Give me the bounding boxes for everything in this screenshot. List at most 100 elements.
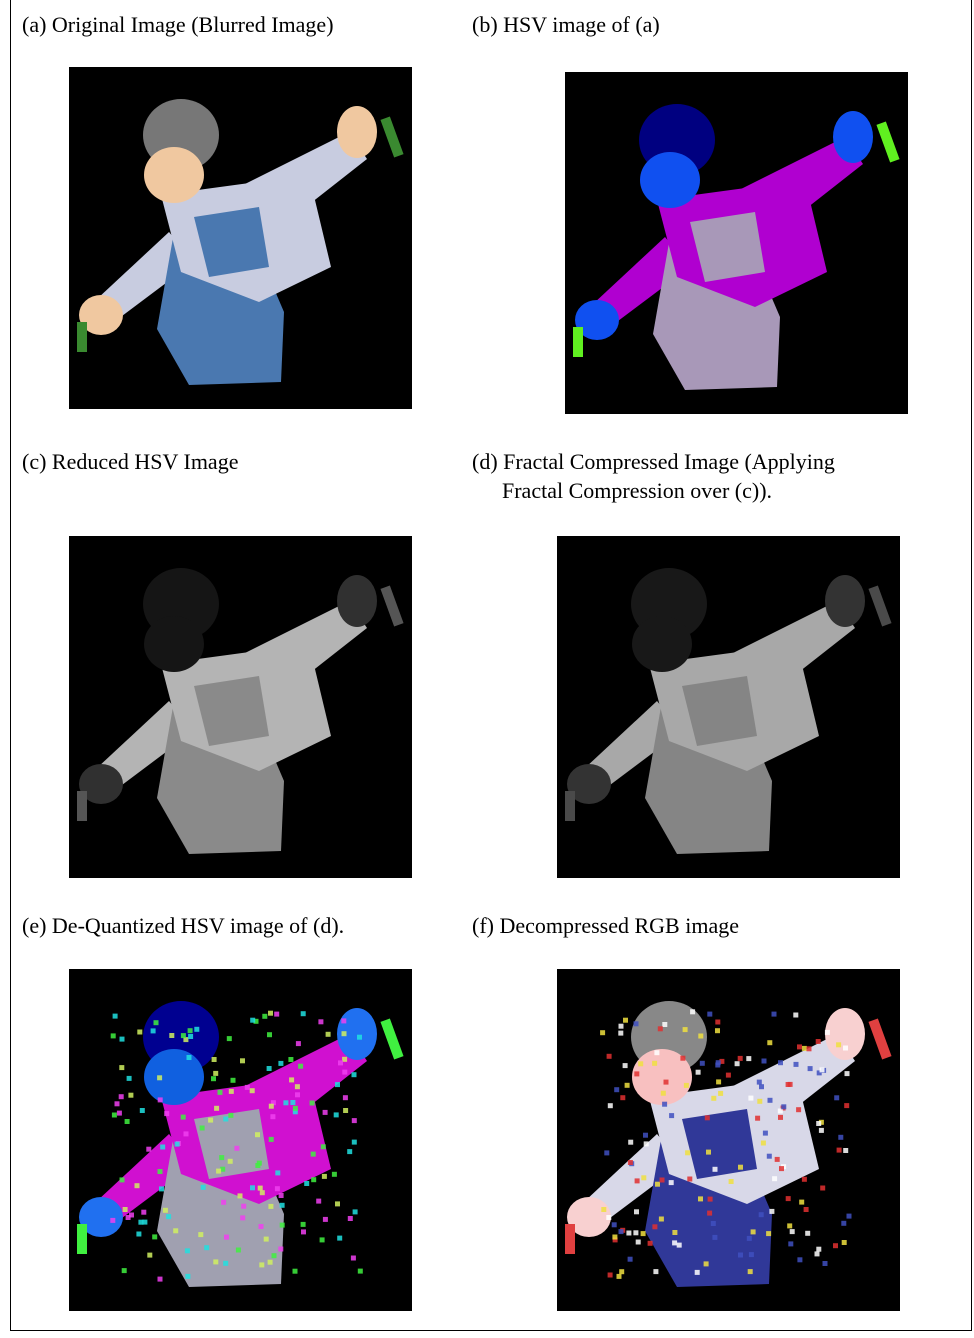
noise-pixel [797,1044,802,1049]
noise-pixel [816,1039,821,1044]
noise-pixel [608,1273,613,1278]
noise-pixel [158,1277,163,1282]
noise-pixel [188,1034,193,1039]
noise-pixel [600,1030,605,1035]
noise-pixel [164,1111,169,1116]
noise-pixel [738,1056,743,1061]
noise-pixel [766,1231,771,1236]
noise-pixel [796,1107,801,1112]
noise-pixel [761,1141,766,1146]
noise-pixel [680,1056,685,1061]
face [144,616,204,672]
noise-pixel [718,1091,723,1096]
noise-pixel [660,1178,665,1183]
noise-pixel [352,1140,357,1145]
noise-pixel [270,1114,275,1119]
noise-pixel [847,1214,852,1219]
noise-pixel [816,1247,821,1252]
noise-pixel [260,1190,265,1195]
noise-pixel [137,1030,142,1035]
noise-pixel [343,1095,348,1100]
noise-pixel [778,1060,783,1065]
noise-pixel [198,1232,203,1237]
noise-pixel [240,1215,245,1220]
noise-pixel [781,1104,786,1109]
noise-pixel [301,1011,306,1016]
noise-pixel [204,1245,209,1250]
noise-pixel [715,1020,720,1025]
panel-caption: (f) Decompressed RGB image [472,911,739,940]
noise-pixel [111,1033,116,1038]
noise-pixel [185,1274,190,1279]
noise-pixel [272,1253,277,1258]
noise-pixel [280,1203,285,1208]
noise-pixel [634,1021,639,1026]
hand [825,575,865,627]
noise-pixel [293,1269,298,1274]
noise-pixel [216,1169,221,1174]
noise-pixel [318,1019,323,1024]
noise-pixel [768,1098,773,1103]
noise-pixel [843,1046,848,1051]
noise-pixel [255,1163,260,1168]
noise-pixel [119,1065,124,1070]
noise-pixel [224,1235,229,1240]
noise-pixel [214,1106,219,1111]
noise-pixel [612,1222,617,1227]
noise-pixel [219,1155,224,1160]
noise-pixel [187,1055,192,1060]
noise-pixel [805,1231,810,1236]
face [632,616,692,672]
noise-pixel [654,1050,659,1055]
noise-pixel [672,1230,677,1235]
noise-pixel [275,1186,280,1191]
noise-pixel [652,1224,657,1229]
noise-pixel [311,1177,316,1182]
noise-pixel [228,1113,233,1118]
panel-image [557,969,900,1311]
noise-pixel [659,1217,664,1222]
noise-pixel [696,1070,701,1075]
noise-pixel [127,1076,132,1081]
noise-pixel [700,1061,705,1066]
panel-image [69,536,412,878]
noise-pixel [747,1236,752,1241]
noise-pixel [655,1182,660,1187]
hand [337,575,377,627]
noise-pixel [706,1150,711,1155]
noise-pixel [797,1257,802,1262]
noise-pixel [113,1014,118,1019]
leaf [77,791,87,821]
noise-pixel [323,1217,328,1222]
noise-pixel [612,1235,617,1240]
noise-pixel [833,1243,838,1248]
noise-pixel [844,1103,849,1108]
noise-pixel [295,1092,300,1097]
noise-pixel [604,1150,609,1155]
noise-pixel [687,1177,692,1182]
noise-pixel [623,1063,628,1068]
noise-pixel [779,1166,784,1171]
noise-pixel [342,1070,347,1075]
noise-pixel [115,1101,120,1106]
noise-pixel [648,1241,653,1246]
noise-pixel [194,1027,199,1032]
noise-pixel [250,1088,255,1093]
noise-pixel [802,1046,807,1051]
noise-pixel [268,1011,273,1016]
panel-image [69,969,412,1311]
noise-pixel [715,1028,720,1033]
noise-pixel [255,1132,260,1137]
noise-pixel [684,1083,689,1088]
noise-pixel [695,1270,700,1275]
noise-pixel [690,1009,695,1014]
noise-pixel [269,1104,274,1109]
noise-pixel [617,1274,622,1279]
noise-pixel [623,1018,628,1023]
noise-pixel [304,1181,309,1186]
noise-pixel [288,1057,293,1062]
noise-pixel [213,1071,218,1076]
noise-pixel [708,1197,713,1202]
noise-pixel [157,1075,162,1080]
panel-caption: (b) HSV image of (a) [472,10,660,39]
